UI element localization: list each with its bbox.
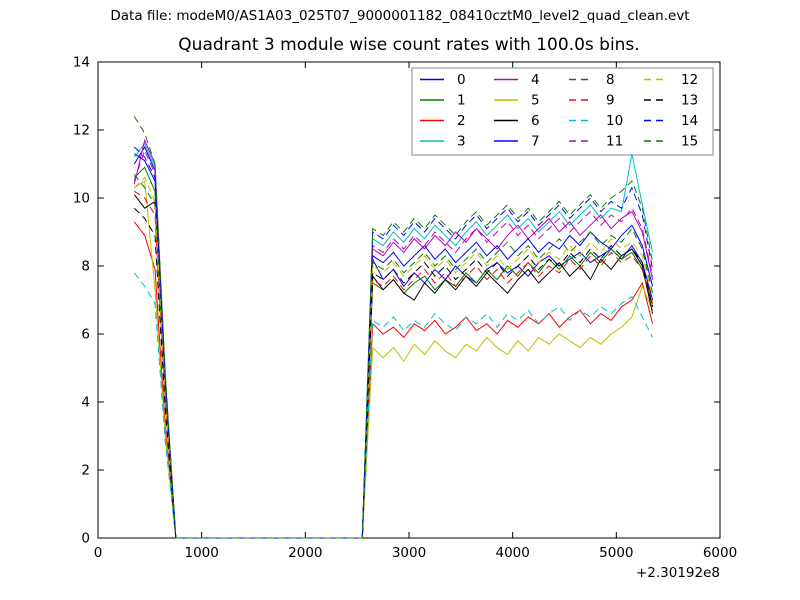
series-line-15 [133,116,654,539]
legend-label-8: 8 [606,72,615,88]
legend-label-6: 6 [531,113,540,129]
series-line-6 [133,194,654,539]
y-tick-label: 8 [81,259,90,275]
series-line-14 [133,146,654,539]
series-line-5 [134,180,654,539]
legend-label-9: 9 [606,93,615,109]
x-tick-label: 1000 [184,545,218,561]
series-line-11 [133,149,654,539]
legend-label-10: 10 [606,113,623,129]
x-tick-label: 6000 [703,545,737,561]
legend-label-15: 15 [681,134,698,150]
legend-label-3: 3 [457,134,466,150]
y-tick-label: 6 [81,327,90,343]
series-line-9 [134,190,654,539]
legend-label-13: 13 [681,93,698,109]
x-tick-label: 3000 [392,545,426,561]
series-line-10 [133,272,654,539]
x-tick-label: 4000 [495,545,529,561]
y-tick-label: 4 [81,395,90,411]
legend-label-12: 12 [681,72,698,88]
y-tick-label: 10 [73,191,90,207]
series-line-7 [134,153,654,539]
legend-label-4: 4 [531,72,540,88]
series-line-3 [133,142,654,539]
series-line-12 [133,176,654,539]
x-tick-label: 0 [94,545,103,561]
x-tick-label: 5000 [599,545,633,561]
legend-label-14: 14 [681,113,698,129]
y-tick-label: 14 [73,55,90,71]
legend-label-11: 11 [606,134,623,150]
axes-title: Quadrant 3 module wise count rates with … [178,35,640,55]
x-tick-label: 2000 [288,545,322,561]
figure-title: Data file: modeM0/AS1A03_025T07_90000011… [110,8,690,24]
y-tick-label: 12 [73,123,90,139]
y-tick-label: 0 [81,531,90,547]
y-tick-label: 2 [81,463,90,479]
x-axis-offset-label: +2.30192e8 [636,565,720,581]
legend-label-0: 0 [457,72,466,88]
series-line-1 [133,166,654,539]
legend-label-2: 2 [457,113,466,129]
series-line-13 [133,207,654,539]
legend-label-1: 1 [457,93,466,109]
legend-label-5: 5 [531,93,540,109]
series-line-4 [133,138,654,539]
series-line-0 [133,145,654,539]
legend-label-7: 7 [531,134,540,150]
